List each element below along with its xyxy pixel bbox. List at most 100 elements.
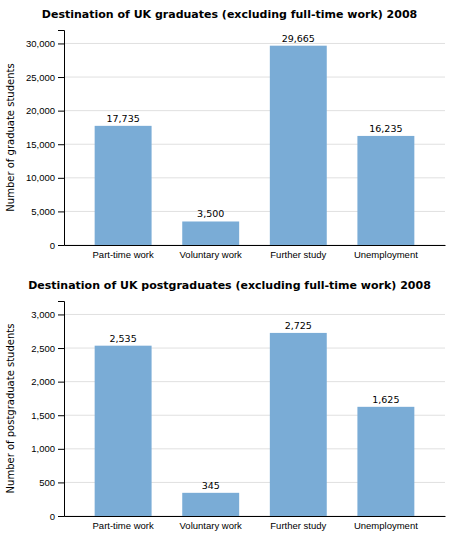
y-tick: 2,000 bbox=[31, 376, 64, 387]
plot-area: 0 5,000 10,000 15,000 20,000 25,000 30,000 Part… bbox=[26, 31, 446, 260]
grid bbox=[64, 314, 445, 516]
y-tick: 0 bbox=[50, 511, 64, 522]
bar bbox=[357, 407, 414, 516]
grid-line bbox=[64, 314, 445, 315]
y-tick-label: 5,000 bbox=[31, 206, 55, 217]
data-label: 17,735 bbox=[106, 113, 139, 124]
y-tick-mark bbox=[58, 482, 64, 483]
x-tick: Voluntary work bbox=[180, 245, 243, 260]
y-tick-label: 20,000 bbox=[26, 105, 55, 116]
title: Destination of UK graduates (excluding f… bbox=[42, 8, 417, 21]
bar bbox=[270, 333, 327, 516]
y-tick-label: 2,500 bbox=[31, 343, 55, 354]
bar bbox=[182, 221, 239, 245]
y-tick-label: 500 bbox=[39, 477, 55, 488]
data-labels: 2,535 345 2,725 1,625 bbox=[110, 320, 400, 491]
y-tick-label: 10,000 bbox=[26, 172, 55, 183]
x-tick-label: Unemployment bbox=[354, 520, 418, 531]
y-tick-label: 15,000 bbox=[26, 139, 55, 150]
y-tick-label: 2,000 bbox=[31, 376, 55, 387]
y-tick: 0 bbox=[50, 240, 64, 251]
x-tick: Voluntary work bbox=[180, 516, 243, 531]
y-tick-mark bbox=[58, 245, 64, 246]
data-labels: 17,735 3,500 29,665 16,235 bbox=[106, 33, 402, 220]
y-tick-mark bbox=[58, 111, 64, 112]
x-tick: Further study bbox=[270, 245, 326, 260]
grid-line bbox=[64, 77, 445, 78]
y-tick-mark bbox=[58, 144, 64, 145]
data-label: 1,625 bbox=[372, 394, 399, 405]
x-tick-label: Voluntary work bbox=[180, 249, 243, 260]
y-tick-mark bbox=[58, 449, 64, 450]
figure: 0 5,000 10,000 15,000 20,000 25,000 30,000 Part… bbox=[0, 0, 459, 542]
y-tick: 20,000 bbox=[26, 105, 64, 116]
y-tick: 15,000 bbox=[26, 139, 64, 150]
bar bbox=[95, 346, 152, 516]
x-tick: Unemployment bbox=[354, 245, 418, 260]
x-axis: Part-time work Voluntary work Further stud… bbox=[65, 516, 446, 531]
y-tick-mark bbox=[58, 314, 64, 315]
x-tick-label: Voluntary work bbox=[180, 520, 243, 531]
y-tick: 1,500 bbox=[31, 410, 64, 421]
y-tick-mark bbox=[58, 211, 64, 212]
panel: 0 5,000 10,000 15,000 20,000 25,000 30,000 Part… bbox=[5, 8, 446, 260]
title: Destination of UK postgraduates (excludi… bbox=[28, 279, 431, 292]
x-axis-line bbox=[65, 516, 446, 517]
bars bbox=[95, 46, 415, 245]
x-tick-label: Further study bbox=[270, 520, 326, 531]
y-tick: 5,000 bbox=[31, 206, 64, 217]
bars bbox=[95, 333, 415, 516]
data-label: 3,500 bbox=[197, 208, 224, 219]
y-tick-label: 1,500 bbox=[31, 410, 55, 421]
data-label: 29,665 bbox=[282, 33, 315, 44]
y-axis-line bbox=[58, 31, 65, 246]
x-tick: Part-time work bbox=[93, 516, 154, 531]
y-axis-title: Number of postgraduate students bbox=[5, 324, 16, 494]
y-tick: 1,000 bbox=[31, 443, 64, 454]
data-label: 2,535 bbox=[110, 333, 137, 344]
y-tick-label: 25,000 bbox=[26, 72, 55, 83]
x-tick: Unemployment bbox=[354, 516, 418, 531]
y-tick-label: 1,000 bbox=[31, 443, 55, 454]
y-tick-label: 0 bbox=[50, 240, 55, 251]
y-tick: 10,000 bbox=[26, 172, 64, 183]
x-tick-label: Further study bbox=[270, 249, 326, 260]
x-axis: Part-time work Voluntary work Further stud… bbox=[65, 245, 446, 260]
grid-line bbox=[64, 110, 445, 111]
bar bbox=[182, 493, 239, 516]
bar bbox=[270, 46, 327, 245]
x-tick-label: Unemployment bbox=[354, 249, 418, 260]
y-axis-title: Number of graduate students bbox=[5, 63, 16, 211]
y-tick-label: 0 bbox=[50, 511, 55, 522]
y-tick-mark bbox=[58, 348, 64, 349]
y-axis-line bbox=[58, 302, 65, 517]
data-label: 16,235 bbox=[369, 123, 402, 134]
panel: 0 500 1,000 1,500 2,000 2,500 3,000 Part-time w… bbox=[5, 279, 446, 531]
y-tick-mark bbox=[58, 382, 64, 383]
y-tick-mark bbox=[58, 178, 64, 179]
bar bbox=[95, 126, 152, 245]
y-tick-label: 30,000 bbox=[26, 38, 55, 49]
x-tick: Part-time work bbox=[93, 245, 154, 260]
y-tick-label: 3,000 bbox=[31, 309, 55, 320]
bar bbox=[357, 136, 414, 245]
y-tick: 25,000 bbox=[26, 72, 64, 83]
y-tick: 500 bbox=[39, 477, 64, 488]
y-tick-mark bbox=[58, 77, 64, 78]
data-label: 345 bbox=[202, 480, 220, 491]
x-tick: Further study bbox=[270, 516, 326, 531]
y-tick: 3,000 bbox=[31, 309, 64, 320]
x-axis-line bbox=[65, 245, 446, 246]
y-tick-mark bbox=[58, 43, 64, 44]
grid-line bbox=[64, 43, 445, 44]
data-label: 2,725 bbox=[285, 320, 312, 331]
plot-area: 0 500 1,000 1,500 2,000 2,500 3,000 Part-time w… bbox=[31, 302, 445, 531]
x-tick-label: Part-time work bbox=[93, 249, 154, 260]
y-axis: 0 500 1,000 1,500 2,000 2,500 3,000 bbox=[31, 302, 64, 522]
y-tick-mark bbox=[58, 415, 64, 416]
grid bbox=[64, 43, 445, 245]
y-tick: 30,000 bbox=[26, 38, 64, 49]
x-tick-label: Part-time work bbox=[93, 520, 154, 531]
y-tick: 2,500 bbox=[31, 343, 64, 354]
y-tick-mark bbox=[58, 516, 64, 517]
